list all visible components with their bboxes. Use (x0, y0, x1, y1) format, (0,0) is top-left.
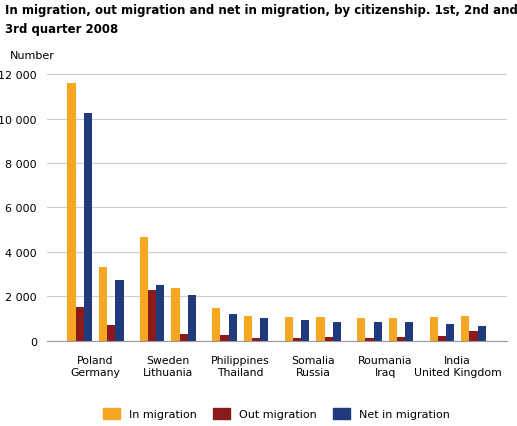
Bar (357, 319, 366, 341)
Text: Somalia: Somalia (291, 355, 334, 365)
Text: Russia: Russia (295, 367, 330, 377)
Bar (438, 337, 446, 341)
Bar (325, 337, 333, 341)
Text: United Kingdom: United Kingdom (414, 367, 501, 377)
Text: India: India (444, 355, 471, 365)
Bar (397, 337, 405, 341)
Text: Sweden: Sweden (146, 355, 190, 365)
Bar (333, 322, 341, 341)
Bar (374, 322, 382, 341)
Bar (220, 335, 229, 341)
Bar (212, 309, 220, 341)
Text: Thailand: Thailand (217, 367, 264, 377)
Bar (140, 238, 148, 341)
Bar (430, 317, 438, 341)
Text: 3rd quarter 2008: 3rd quarter 2008 (5, 23, 118, 36)
Bar (172, 289, 179, 341)
Bar (252, 339, 260, 341)
Bar (148, 290, 156, 341)
Text: Iraq: Iraq (375, 367, 396, 377)
Bar (99, 268, 107, 341)
Bar (107, 325, 115, 341)
Bar (478, 326, 486, 341)
Text: Philippines: Philippines (211, 355, 270, 365)
Bar (188, 295, 196, 341)
Bar (405, 322, 413, 341)
Bar (469, 331, 478, 341)
Bar (446, 324, 454, 341)
Bar (84, 114, 92, 341)
Bar (260, 319, 268, 341)
Bar (67, 84, 75, 341)
Bar (389, 319, 397, 341)
Bar (285, 317, 293, 341)
Bar (229, 314, 237, 341)
Bar (179, 334, 188, 341)
Bar (244, 317, 252, 341)
Text: In migration, out migration and net in migration, by citizenship. 1st, 2nd and: In migration, out migration and net in m… (5, 4, 517, 17)
Bar (461, 317, 469, 341)
Text: Roumania: Roumania (358, 355, 413, 365)
Bar (366, 339, 374, 341)
Text: Lithuania: Lithuania (143, 367, 193, 377)
Bar (75, 308, 84, 341)
Text: Number: Number (10, 51, 55, 61)
Bar (293, 339, 301, 341)
Bar (115, 280, 124, 341)
Legend: In migration, Out migration, Net in migration: In migration, Out migration, Net in migr… (99, 403, 454, 424)
Text: Germany: Germany (70, 367, 120, 377)
Bar (301, 320, 309, 341)
Text: Poland: Poland (77, 355, 114, 365)
Bar (316, 317, 325, 341)
Bar (156, 285, 164, 341)
